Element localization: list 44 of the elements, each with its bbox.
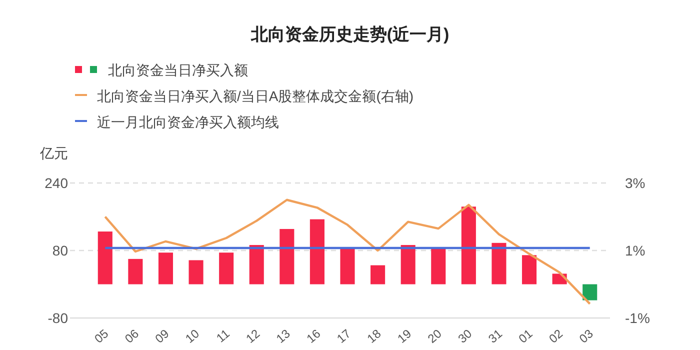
y2-tick-label: 3% bbox=[625, 175, 646, 191]
x-tick-label: 11 bbox=[214, 326, 232, 346]
y2-tick-label: 1% bbox=[625, 242, 646, 258]
y-tick-label: 80 bbox=[52, 242, 68, 258]
x-tick-label: 01 bbox=[516, 326, 536, 346]
bar bbox=[582, 284, 598, 300]
legend-label: 近一月北向资金净买入额均线 bbox=[97, 114, 279, 130]
x-tick-label: 09 bbox=[152, 326, 172, 346]
x-tick-label: 30 bbox=[455, 326, 475, 346]
x-tick-label: 18 bbox=[364, 326, 384, 346]
y2-tick-label: -1% bbox=[625, 310, 650, 326]
x-tick-label: 20 bbox=[425, 326, 445, 346]
chart-title: 北向资金历史走势(近一月) bbox=[250, 25, 450, 44]
legend-label: 北向资金当日净买入额/当日A股整体成交金额(右轴) bbox=[97, 88, 414, 104]
x-tick-label: 06 bbox=[122, 326, 142, 346]
x-tick-label: 13 bbox=[274, 326, 294, 346]
x-tick-label: 17 bbox=[334, 326, 354, 346]
bar bbox=[249, 245, 264, 284]
bar bbox=[522, 255, 537, 284]
bar bbox=[492, 242, 506, 284]
bar bbox=[370, 265, 386, 284]
bar bbox=[188, 260, 204, 284]
y-axis-title: 亿元 bbox=[39, 145, 68, 161]
x-tick-label: 10 bbox=[182, 326, 202, 346]
bar bbox=[128, 258, 143, 284]
y-tick-label: -80 bbox=[48, 310, 68, 326]
bar bbox=[461, 206, 476, 284]
bar bbox=[400, 245, 416, 284]
legend-label: 北向资金当日净买入额 bbox=[108, 62, 248, 78]
x-tick-label: 12 bbox=[243, 326, 263, 346]
x-tick-label: 16 bbox=[304, 326, 324, 346]
bar bbox=[431, 248, 446, 284]
x-tick-label: 31 bbox=[486, 326, 506, 346]
bar bbox=[340, 248, 355, 284]
bar bbox=[158, 252, 174, 284]
bar bbox=[98, 232, 112, 284]
x-tick-label: 05 bbox=[92, 326, 112, 346]
x-tick-label: 02 bbox=[546, 326, 566, 346]
x-tick-label: 03 bbox=[576, 326, 596, 346]
x-tick-label: 19 bbox=[394, 326, 414, 346]
bar bbox=[310, 219, 324, 284]
y-tick-label: 240 bbox=[44, 175, 68, 191]
bar bbox=[219, 252, 234, 284]
bar bbox=[280, 228, 294, 284]
